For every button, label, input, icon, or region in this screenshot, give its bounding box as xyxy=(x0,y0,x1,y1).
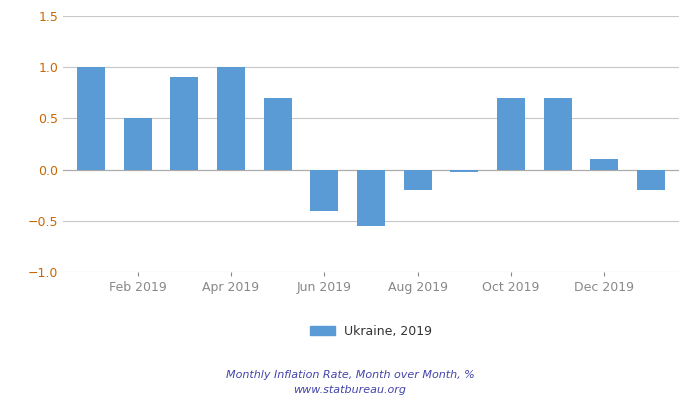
Bar xyxy=(124,118,152,170)
Bar xyxy=(310,170,338,210)
Text: www.statbureau.org: www.statbureau.org xyxy=(293,385,407,395)
Bar xyxy=(217,67,245,170)
Bar xyxy=(404,170,432,190)
Text: Monthly Inflation Rate, Month over Month, %: Monthly Inflation Rate, Month over Month… xyxy=(225,370,475,380)
Legend: Ukraine, 2019: Ukraine, 2019 xyxy=(304,320,438,342)
Bar xyxy=(264,98,292,170)
Bar xyxy=(77,67,105,170)
Bar xyxy=(357,170,385,226)
Bar xyxy=(450,170,478,172)
Bar xyxy=(590,159,618,170)
Bar xyxy=(170,78,198,170)
Bar xyxy=(637,170,665,190)
Bar xyxy=(544,98,572,170)
Bar xyxy=(497,98,525,170)
